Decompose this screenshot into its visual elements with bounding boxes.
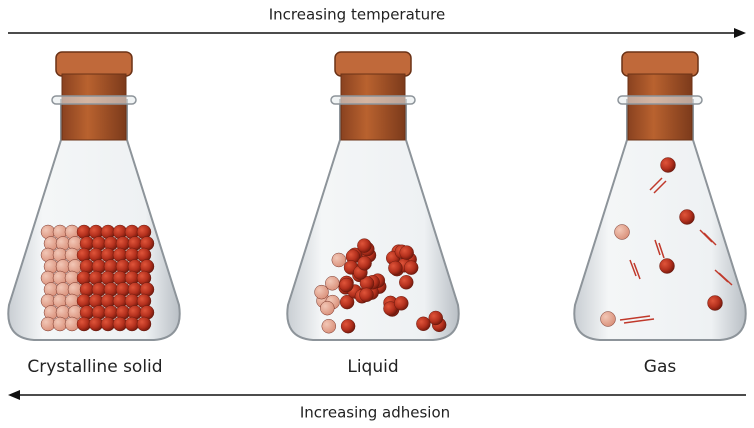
particle xyxy=(357,238,372,253)
particle xyxy=(394,296,409,311)
top-arrow-head xyxy=(734,28,746,38)
particle xyxy=(339,277,354,293)
particle xyxy=(416,316,431,331)
particle xyxy=(659,258,675,274)
particle xyxy=(320,300,335,316)
particle xyxy=(136,316,152,332)
motion-streak xyxy=(649,177,663,191)
particle xyxy=(399,245,414,260)
particle xyxy=(679,209,695,225)
flask-label: Liquid xyxy=(347,357,398,377)
particle xyxy=(600,311,616,327)
top-arrow-label: Increasing temperature xyxy=(269,6,446,24)
motion-streak xyxy=(653,180,667,194)
particle xyxy=(339,294,355,310)
motion-streak xyxy=(658,242,665,259)
particle xyxy=(357,256,372,271)
motion-streak xyxy=(654,239,661,256)
particles xyxy=(40,157,733,334)
particle xyxy=(359,287,374,302)
flask-gas xyxy=(573,51,747,341)
particle xyxy=(325,276,340,291)
motion-streak xyxy=(633,262,641,280)
bottom-arrow-head xyxy=(8,390,20,400)
bottom-arrow-label: Increasing adhesion xyxy=(300,404,450,422)
motion-streak xyxy=(619,315,651,321)
motion-streak xyxy=(703,232,717,246)
flask-label: Crystalline solid xyxy=(27,357,162,377)
particle xyxy=(403,260,419,275)
motion-streak xyxy=(623,318,655,324)
motion-streak xyxy=(629,259,637,277)
particle xyxy=(707,295,723,311)
particle xyxy=(331,252,347,268)
flask-label: Gas xyxy=(644,357,677,377)
motion-streak xyxy=(718,272,733,286)
particle xyxy=(614,224,630,240)
particle xyxy=(340,318,356,334)
particle xyxy=(314,284,329,300)
particle xyxy=(660,157,676,173)
particle xyxy=(321,319,336,334)
particle xyxy=(388,260,403,276)
particle xyxy=(428,310,443,326)
particle xyxy=(399,275,414,290)
